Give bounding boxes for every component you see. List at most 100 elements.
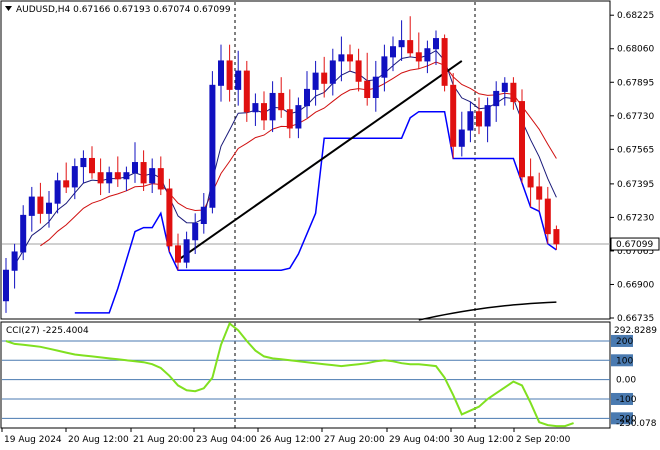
candle-body bbox=[89, 157, 95, 174]
candle-body bbox=[183, 239, 190, 263]
cci-level-label: 200 bbox=[616, 337, 633, 347]
candle-body bbox=[527, 176, 534, 188]
candle-body bbox=[243, 70, 250, 113]
candle-body bbox=[80, 157, 87, 168]
candle-body bbox=[364, 80, 371, 99]
candle-body bbox=[553, 229, 560, 245]
candle-body bbox=[501, 82, 508, 92]
x-axis-tick-label: 27 Aug 20:00 bbox=[324, 435, 385, 445]
x-axis-tick-label: 23 Aug 04:00 bbox=[196, 435, 257, 445]
candle-body bbox=[372, 76, 379, 99]
candle-body bbox=[54, 180, 61, 204]
candle-body bbox=[132, 162, 138, 174]
candle-body bbox=[544, 198, 551, 235]
candle-body bbox=[493, 90, 500, 107]
candle-body bbox=[390, 46, 396, 58]
candle-body bbox=[252, 103, 259, 113]
candle-body bbox=[398, 40, 405, 48]
candle-body bbox=[46, 202, 52, 214]
price-pane-frame bbox=[0, 0, 611, 320]
current-price-label: 0.67099 bbox=[616, 240, 653, 250]
x-axis-tick-label: 19 Aug 2024 bbox=[4, 435, 62, 445]
candle-body bbox=[226, 60, 233, 90]
cci-level-box bbox=[611, 392, 633, 405]
candle-body bbox=[235, 70, 242, 90]
cci-level-label: 0.00 bbox=[616, 376, 636, 386]
cci-level-box bbox=[611, 334, 633, 347]
candle-body bbox=[458, 129, 465, 147]
candle-body bbox=[140, 162, 147, 184]
cci-scale-top-label: 292.8289 bbox=[614, 326, 657, 336]
candle-body bbox=[269, 92, 276, 121]
candle-body bbox=[286, 109, 293, 129]
candle-body bbox=[123, 172, 130, 180]
candle-body bbox=[149, 168, 156, 184]
candle-body bbox=[312, 72, 319, 90]
candle-body bbox=[71, 166, 78, 188]
candle-body bbox=[450, 84, 457, 147]
cci-level-label: 100 bbox=[616, 356, 633, 366]
candle-body bbox=[355, 60, 362, 82]
candle-body bbox=[97, 172, 104, 184]
candle-body bbox=[20, 214, 27, 253]
candle-body bbox=[278, 92, 285, 111]
candle-body bbox=[166, 188, 173, 247]
candle-body bbox=[476, 111, 482, 127]
cci-level-box bbox=[611, 412, 633, 425]
cci-level-box bbox=[611, 354, 633, 367]
candle-body bbox=[28, 196, 35, 216]
y-axis-tick-label: 0.67565 bbox=[617, 145, 654, 155]
y-axis-tick-label: 0.67895 bbox=[617, 78, 654, 88]
candle-body bbox=[510, 82, 517, 103]
candle-body bbox=[536, 186, 543, 200]
candle-body bbox=[407, 40, 414, 54]
candle-body bbox=[63, 180, 70, 188]
candle-body bbox=[329, 60, 336, 84]
candle-body bbox=[37, 196, 44, 214]
cci-scale-bottom-label: -250.078 bbox=[616, 419, 657, 429]
candle-body bbox=[347, 54, 353, 62]
candle-body bbox=[338, 54, 345, 62]
current-price-box bbox=[610, 237, 660, 251]
trendline bbox=[177, 60, 463, 261]
x-axis-tick-label: 2 Sep 20:00 bbox=[516, 435, 571, 445]
collapse-arrow-icon[interactable] bbox=[5, 6, 12, 11]
candle-body bbox=[467, 111, 474, 131]
candle-body bbox=[261, 103, 267, 121]
candle-body bbox=[381, 56, 388, 78]
candle-body bbox=[209, 84, 216, 208]
y-axis-tick-label: 0.67230 bbox=[617, 213, 654, 223]
candle-body bbox=[200, 206, 207, 225]
cci-pane-frame bbox=[0, 321, 611, 429]
y-axis-tick-label: 0.66735 bbox=[617, 314, 654, 324]
x-axis-tick-label: 26 Aug 12:00 bbox=[260, 435, 321, 445]
y-axis-tick-label: 0.68225 bbox=[617, 11, 654, 21]
candle-body bbox=[114, 172, 121, 180]
y-axis-tick-label: 0.68060 bbox=[617, 45, 654, 55]
candle-body bbox=[304, 88, 310, 107]
x-axis-tick-label: 29 Aug 04:00 bbox=[389, 435, 450, 445]
cci-level-label: -200 bbox=[616, 414, 637, 424]
symbol-header: AUDUSD,H4 0.67166 0.67193 0.67074 0.6709… bbox=[16, 5, 231, 15]
x-axis-tick-label: 21 Aug 20:00 bbox=[133, 435, 194, 445]
candle-body bbox=[175, 245, 181, 263]
candle-body bbox=[218, 60, 224, 86]
candle-body bbox=[433, 38, 439, 50]
cci-header: CCI(27) -225.4004 bbox=[6, 326, 89, 336]
long-moving-average-line bbox=[418, 301, 557, 321]
trailing-stop-line bbox=[74, 110, 557, 314]
candle-body bbox=[424, 48, 431, 62]
candle-body bbox=[441, 38, 448, 86]
candle-body bbox=[484, 105, 491, 127]
y-axis-tick-label: 0.67065 bbox=[617, 247, 654, 257]
y-axis-tick-label: 0.66900 bbox=[617, 280, 654, 290]
candle-body bbox=[519, 101, 525, 178]
candle-body bbox=[157, 168, 164, 190]
y-axis-tick-label: 0.67395 bbox=[617, 180, 654, 190]
x-axis-tick-label: 20 Aug 12:00 bbox=[68, 435, 129, 445]
candle-body bbox=[415, 52, 422, 62]
x-axis-tick-label: 30 Aug 12:00 bbox=[453, 435, 514, 445]
candle-body bbox=[192, 223, 199, 241]
